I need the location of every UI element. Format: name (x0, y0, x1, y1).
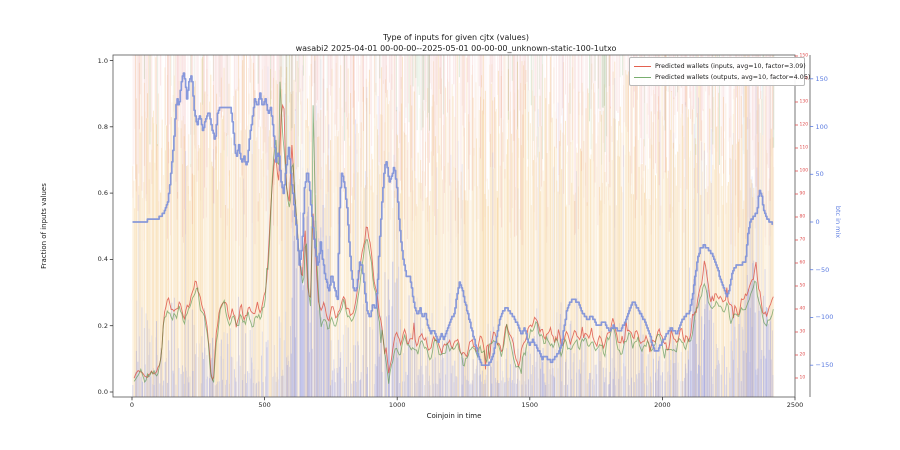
y-axis-label-right: btc in mix (834, 205, 842, 239)
legend-entry-outputs: Predicted wallets (outputs, avg=10, fact… (634, 73, 810, 82)
tick-label: 1000 (388, 401, 406, 409)
tick-label: 60 (799, 260, 806, 266)
tick-label: 20 (799, 352, 806, 358)
legend-line-swatch-green (634, 76, 651, 78)
tick-label: 90 (799, 191, 806, 197)
tick-label: 0.8 (97, 122, 108, 131)
tick-label: −100 (815, 313, 834, 322)
tick-label: 0.0 (97, 388, 108, 396)
legend-entry-inputs: Predicted wallets (inputs, avg=10, facto… (634, 62, 806, 71)
tick-label: 120 (799, 122, 809, 128)
x-axis-label: Coinjoin in time (426, 412, 482, 420)
tick-label: 30 (799, 329, 806, 335)
outputs-line (133, 81, 774, 384)
tick-label: 1500 (521, 401, 539, 409)
tick-label: 80 (799, 214, 806, 220)
tick-label: 0 (129, 401, 135, 409)
tick-label: 130 (799, 99, 809, 105)
legend-label: Predicted wallets (outputs, avg=10, fact… (655, 73, 811, 81)
tick-label: −150 (815, 361, 834, 370)
tick-label: 150 (799, 53, 809, 59)
legend-line-swatch-red (634, 65, 651, 67)
chart-subtitle: wasabi2 2025-04-01 00-00-00--2025-05-01 … (295, 44, 617, 53)
tick-label: 50 (815, 170, 824, 179)
plot-area (132, 55, 775, 397)
tick-label: 1.0 (97, 56, 108, 65)
tick-label: 110 (799, 145, 809, 151)
inputs-line (133, 103, 774, 382)
tick-label: 100 (815, 122, 828, 131)
tick-label: 0.4 (97, 255, 108, 264)
y-axis-label-left: Fraction of inputs values (40, 183, 48, 269)
tick-label: 2000 (654, 401, 671, 409)
tick-label: −50 (815, 265, 830, 274)
tick-label: 0.2 (97, 321, 108, 330)
tick-label: 150 (815, 74, 828, 83)
tick-label: 0 (815, 218, 820, 226)
tick-label: 2500 (786, 401, 804, 409)
tick-label: 500 (258, 401, 271, 409)
tick-label: 10 (799, 375, 806, 381)
tick-label: 40 (799, 306, 806, 312)
tick-label: 50 (799, 283, 806, 289)
legend-label: Predicted wallets (inputs, avg=10, facto… (655, 62, 806, 70)
chart-title: Type of inputs for given cjtx (values) (383, 33, 529, 42)
btc-in-mix-line (132, 72, 774, 367)
tick-label: 100 (799, 168, 809, 174)
tick-label: 70 (799, 237, 806, 243)
tick-label: 0.6 (97, 189, 108, 198)
axes (109, 54, 814, 401)
legend: Predicted wallets (inputs, avg=10, facto… (629, 57, 810, 86)
